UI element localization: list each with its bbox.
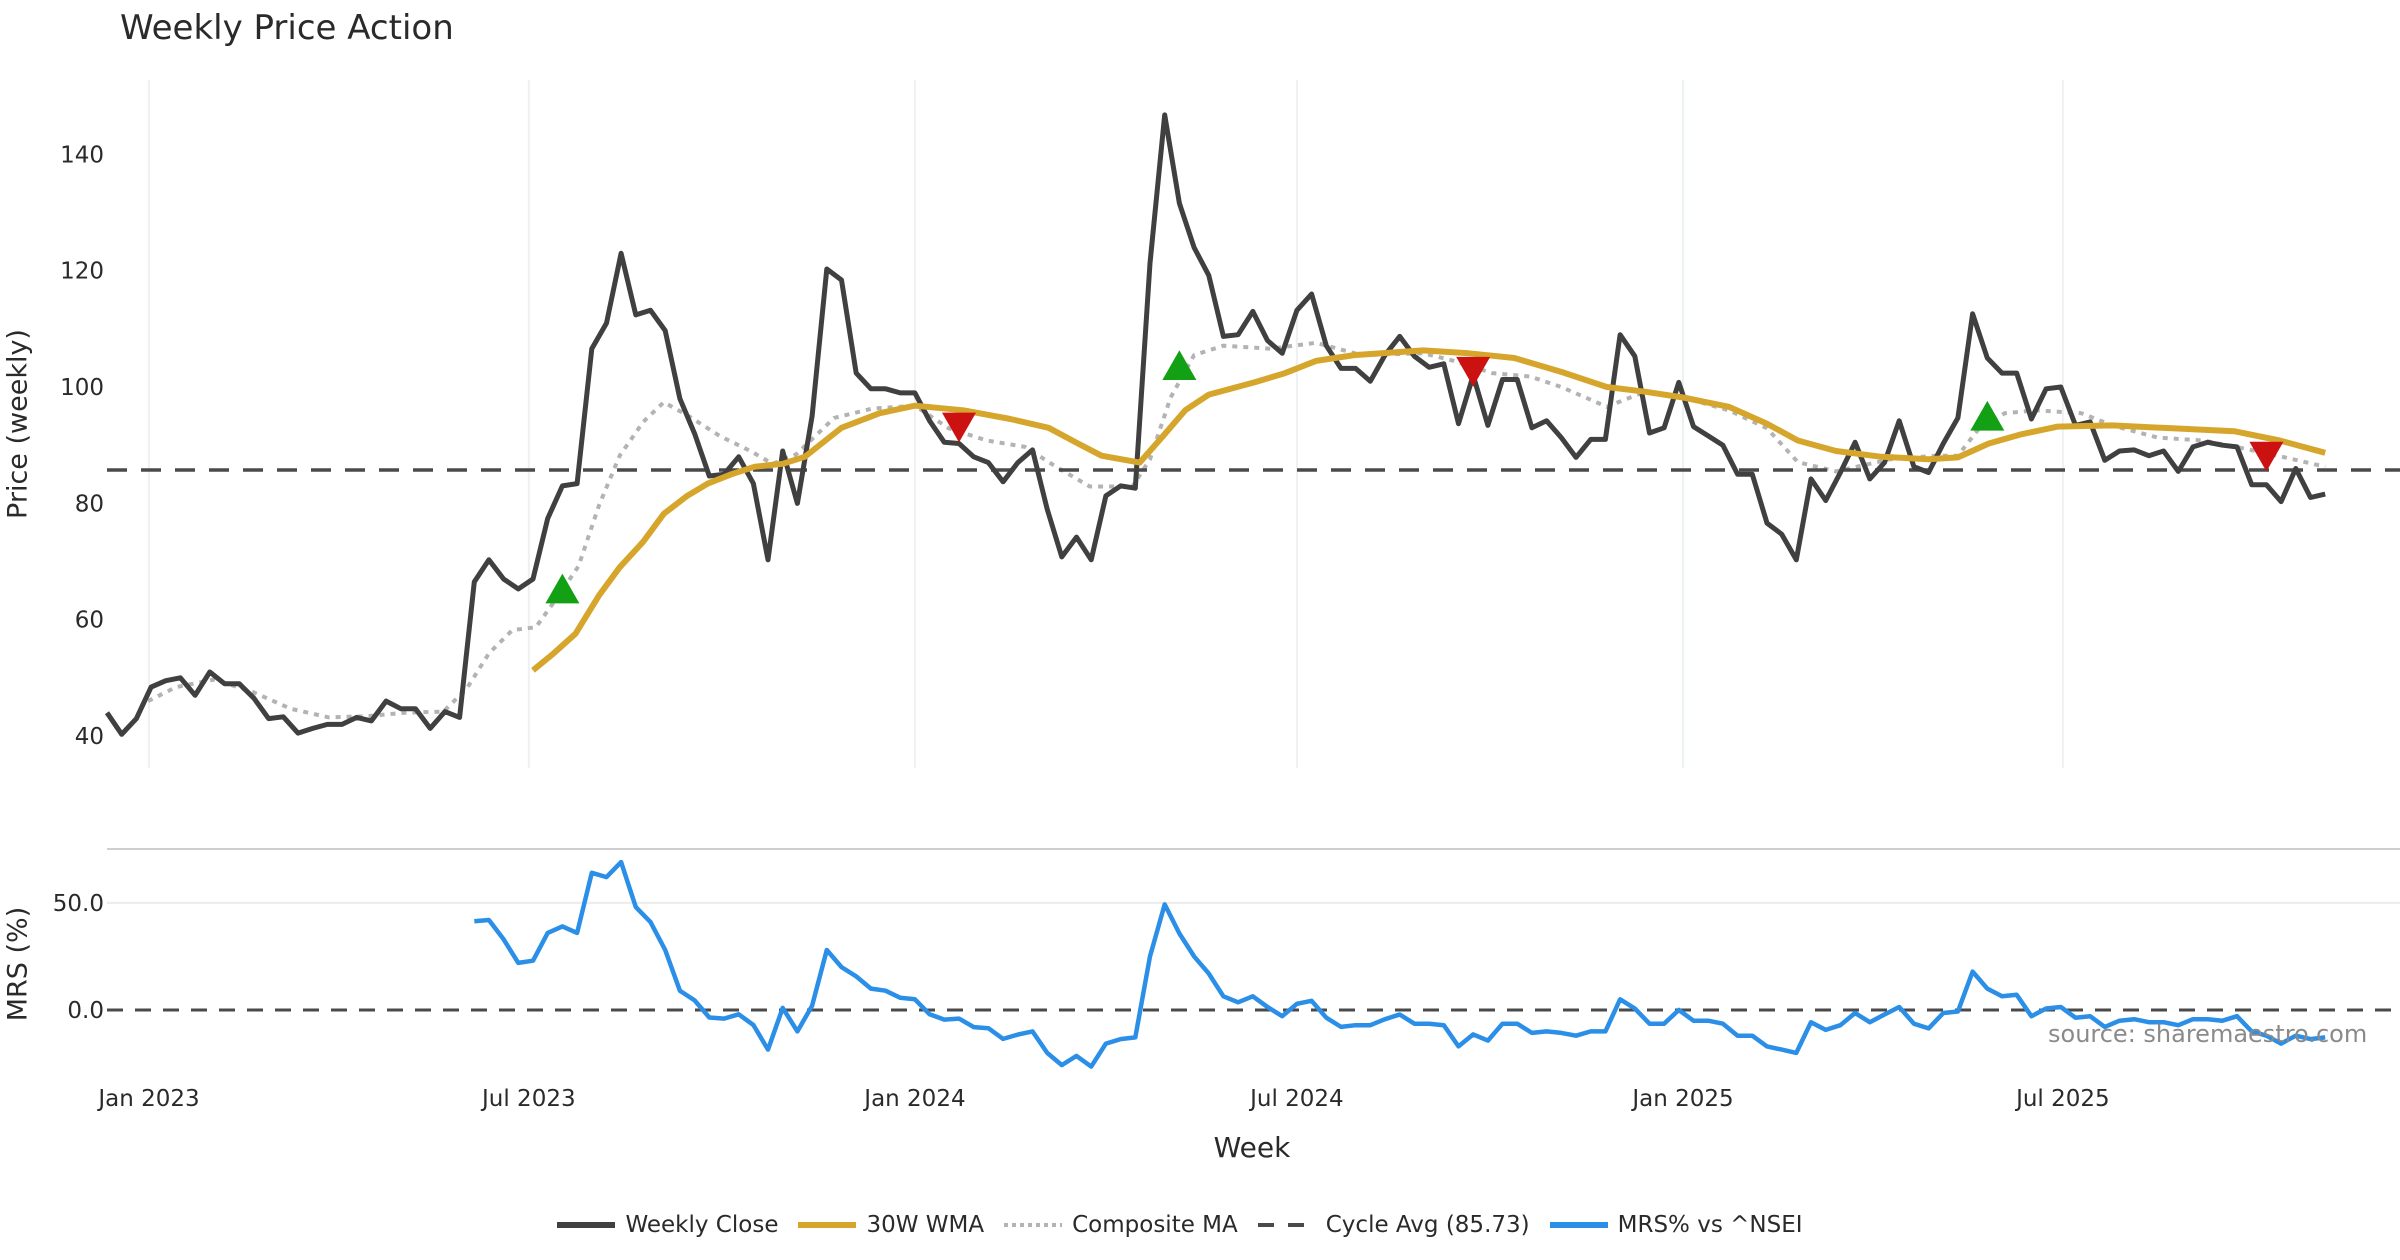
series-layer <box>104 112 2400 1069</box>
price-tick-label: 120 <box>60 259 104 285</box>
sell-signal-triangle-down-icon <box>942 412 977 443</box>
mrs-tick-label: 0.0 <box>67 998 104 1024</box>
legend-swatch-cycle-avg <box>1257 1223 1316 1227</box>
chart-title: Weekly Price Action <box>120 8 454 48</box>
x-tick-labels: Jan 2023 Jul 2023 Jan 2024 Jul 2024 Jan 2025… <box>96 1086 2109 1112</box>
legend-label: Composite MA <box>1072 1212 1238 1238</box>
wma-30w-line <box>531 347 2326 673</box>
legend-label: MRS% vs ^NSEI <box>1617 1212 1803 1238</box>
buy-signal-triangle-up-icon <box>1162 350 1197 381</box>
legend-label: Weekly Close <box>625 1212 779 1238</box>
x-tick-label: Jan 2024 <box>862 1086 965 1112</box>
legend-swatch-mrs <box>1549 1222 1608 1228</box>
buy-signal-triangle-up-icon <box>545 573 580 604</box>
price-tick-label: 80 <box>75 491 104 517</box>
gridlines <box>107 80 2400 904</box>
x-tick-label: Jul 2024 <box>1248 1086 1344 1112</box>
weekly-close-line <box>104 112 2326 737</box>
price-tick-label: 40 <box>75 724 104 750</box>
buy-signal-triangle-up-icon <box>1970 400 2005 431</box>
legend-swatch-30w-wma <box>798 1222 857 1228</box>
x-tick-label: Jan 2023 <box>96 1086 199 1112</box>
source-note: source: sharemaestro.com <box>2048 1020 2368 1048</box>
signal-markers <box>545 350 2284 604</box>
legend-item-mrs[interactable]: MRS% vs ^NSEI <box>1549 1212 1803 1238</box>
mrs-tick-label: 50.0 <box>53 891 104 917</box>
legend: Weekly Close 30W WMA Composite MA Cycle … <box>0 1212 2380 1238</box>
legend-label: 30W WMA <box>866 1212 985 1238</box>
mrs-axis-label: MRS (%) <box>2 906 34 1022</box>
y-tick-labels: 40 60 80 100 120 140 0.0 50.0 <box>53 142 104 1024</box>
legend-item-30w-wma[interactable]: 30W WMA <box>798 1212 984 1238</box>
x-tick-label: Jul 2025 <box>2014 1086 2110 1112</box>
legend-item-composite-ma[interactable]: Composite MA <box>1004 1212 1238 1238</box>
sell-signal-triangle-down-icon <box>1456 356 1491 387</box>
x-axis-label: Week <box>1213 1131 1291 1164</box>
legend-item-cycle-avg[interactable]: Cycle Avg (85.73) <box>1257 1212 1530 1238</box>
legend-swatch-weekly-close <box>557 1222 616 1228</box>
legend-item-weekly-close[interactable]: Weekly Close <box>557 1212 778 1238</box>
mrs-line <box>474 859 2326 1069</box>
price-tick-label: 60 <box>75 608 104 634</box>
price-axis-label: Price (weekly) <box>2 329 34 519</box>
legend-label: Cycle Avg (85.73) <box>1325 1212 1530 1238</box>
x-tick-label: Jan 2025 <box>1630 1086 1733 1112</box>
x-tick-label: Jul 2023 <box>480 1086 576 1112</box>
legend-swatch-composite-ma <box>1004 1223 1063 1227</box>
composite-ma-line <box>147 340 2326 720</box>
price-tick-label: 140 <box>60 142 104 168</box>
sell-signal-triangle-down-icon <box>2249 441 2284 472</box>
price-tick-label: 100 <box>60 375 104 401</box>
